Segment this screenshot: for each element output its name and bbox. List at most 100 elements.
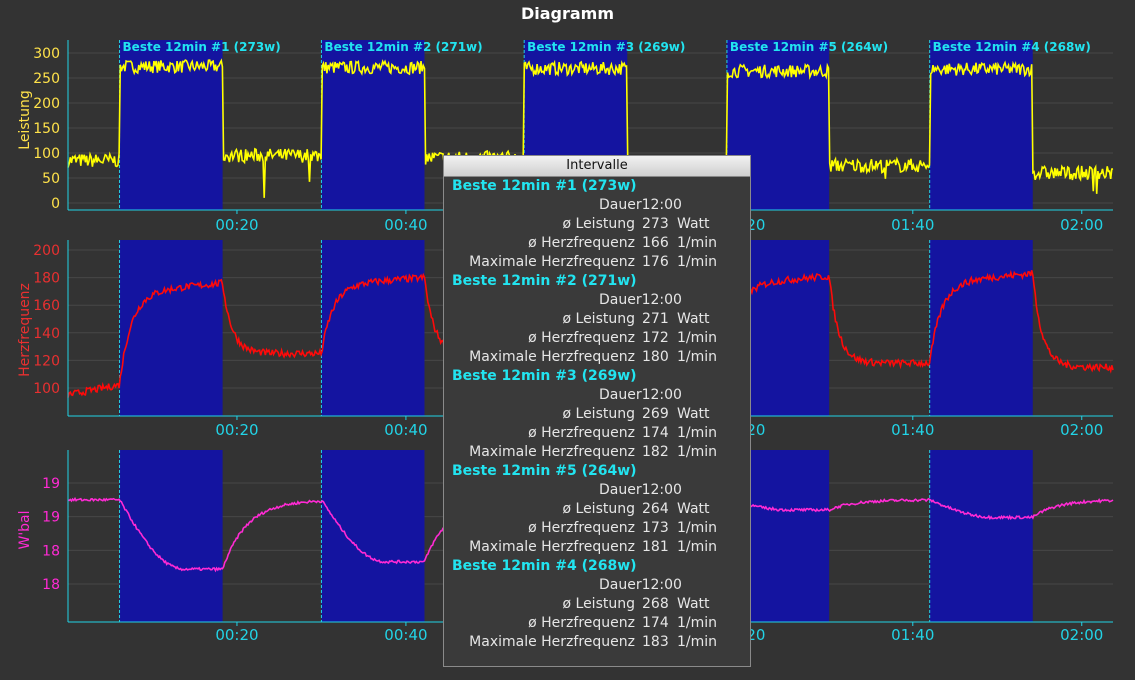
interval-title: Beste 12min #2 (271w) (452, 273, 637, 289)
power-series-line (67, 58, 1114, 198)
interval-leistung-label: ø Leistung (562, 406, 636, 422)
interval-maxhf-unit: 1/min (677, 349, 718, 365)
interval-hf-value: 174 (642, 425, 669, 441)
x-tick-label: 00:40 (384, 626, 427, 644)
interval-duration: Dauer12:00 (599, 387, 682, 403)
interval-hf-value: 166 (642, 235, 669, 251)
chart-window-title: Diagramm (520, 4, 615, 23)
interval-leistung-row: ø Leistung 271 Watt (444, 310, 750, 329)
interval-leistung-row: ø Leistung 273 Watt (444, 215, 750, 234)
interval-maxhf-label: Maximale Herzfrequenz (469, 539, 635, 555)
interval-hf-row: ø Herzfrequenz 173 1/min (444, 519, 750, 538)
interval-maxhf-row: Maximale Herzfrequenz 181 1/min (444, 538, 750, 557)
interval-leistung-row: ø Leistung 268 Watt (444, 595, 750, 614)
interval-leistung-value: 271 (642, 311, 669, 327)
interval-maxhf-label: Maximale Herzfrequenz (469, 634, 635, 650)
interval-duration-row: Dauer12:00 (444, 291, 750, 310)
interval-duration: Dauer12:00 (599, 197, 682, 213)
interval-hf-row: ø Herzfrequenz 166 1/min (444, 234, 750, 253)
interval-hf-row: ø Herzfrequenz 174 1/min (444, 424, 750, 443)
intervals-popup: Intervalle Beste 12min #1 (273w) Dauer12:… (443, 155, 751, 667)
interval-maxhf-value: 183 (642, 634, 669, 650)
interval-band (929, 450, 1033, 622)
interval-title: Beste 12min #1 (273w) (452, 178, 637, 194)
interval-band (321, 450, 425, 622)
interval-hf-unit: 1/min (677, 615, 718, 631)
interval-leistung-value: 273 (642, 216, 669, 232)
interval-leistung-value: 269 (642, 406, 669, 422)
interval-duration: Dauer12:00 (599, 577, 682, 593)
interval-hf-label: ø Herzfrequenz (528, 425, 635, 441)
x-tick-label: 00:20 (215, 626, 258, 644)
y-tick-label: 300 (33, 46, 60, 62)
interval-title: Beste 12min #3 (269w) (452, 368, 637, 384)
interval-duration-row: Dauer12:00 (444, 576, 750, 595)
interval-maxhf-label: Maximale Herzfrequenz (469, 349, 635, 365)
interval-leistung-label: ø Leistung (562, 501, 636, 517)
interval-leistung-row: ø Leistung 269 Watt (444, 405, 750, 424)
interval-maxhf-unit: 1/min (677, 634, 718, 650)
interval-hf-unit: 1/min (677, 235, 718, 251)
interval-duration-row: Dauer12:00 (444, 386, 750, 405)
y-tick-label: 19 (42, 510, 60, 526)
interval-leistung-value: 268 (642, 596, 669, 612)
x-tick-label: 02:00 (1060, 216, 1103, 234)
interval-leistung-value: 264 (642, 501, 669, 517)
wbal-axis-label: W'bal (17, 510, 33, 549)
interval-duration: Dauer12:00 (599, 292, 682, 308)
interval-duration-row: Dauer12:00 (444, 196, 750, 215)
x-tick-label: 00:20 (215, 216, 258, 234)
interval-leistung-unit: Watt (677, 216, 710, 232)
interval-label: Beste 12min #4 (268w) (933, 40, 1091, 54)
interval-leistung-unit: Watt (677, 406, 710, 422)
interval-hf-value: 174 (642, 615, 669, 631)
interval-band (119, 450, 223, 622)
interval-leistung-label: ø Leistung (562, 311, 636, 327)
interval-band (321, 240, 425, 416)
x-tick-label: 01:40 (891, 626, 934, 644)
x-tick-label: 00:40 (384, 216, 427, 234)
interval-hf-label: ø Herzfrequenz (528, 520, 635, 536)
x-tick-label: 02:00 (1060, 626, 1103, 644)
interval-title: Beste 12min #5 (264w) (452, 463, 637, 479)
interval-hf-unit: 1/min (677, 425, 718, 441)
y-tick-label: 250 (33, 71, 60, 87)
y-tick-label: 120 (33, 353, 60, 369)
y-tick-label: 18 (42, 577, 60, 593)
heartrate-axis-label: Herzfrequenz (17, 283, 33, 377)
interval-maxhf-row: Maximale Herzfrequenz 176 1/min (444, 253, 750, 272)
y-tick-label: 100 (33, 381, 60, 397)
y-tick-label: 180 (33, 271, 60, 287)
interval-maxhf-row: Maximale Herzfrequenz 182 1/min (444, 443, 750, 462)
interval-band (929, 240, 1033, 416)
intervals-popup-body: Beste 12min #1 (273w) Dauer12:00 ø Leistun… (444, 177, 750, 652)
interval-duration: Dauer12:00 (599, 482, 682, 498)
interval-maxhf-row: Maximale Herzfrequenz 180 1/min (444, 348, 750, 367)
y-tick-label: 160 (33, 298, 60, 314)
interval-maxhf-unit: 1/min (677, 254, 718, 270)
interval-label: Beste 12min #2 (271w) (324, 40, 482, 54)
interval-maxhf-unit: 1/min (677, 539, 718, 555)
x-tick-label: 00:40 (384, 421, 427, 439)
interval-hf-row: ø Herzfrequenz 172 1/min (444, 329, 750, 348)
interval-maxhf-value: 176 (642, 254, 669, 270)
interval-hf-label: ø Herzfrequenz (528, 330, 635, 346)
interval-duration-row: Dauer12:00 (444, 481, 750, 500)
panel-power: 300250200150100500Leistung00:2000:4001:0… (17, 40, 1114, 234)
interval-maxhf-unit: 1/min (677, 444, 718, 460)
interval-label: Beste 12min #5 (264w) (730, 40, 888, 54)
y-tick-label: 100 (33, 146, 60, 162)
y-tick-label: 150 (33, 121, 60, 137)
interval-maxhf-value: 180 (642, 349, 669, 365)
y-tick-label: 50 (42, 171, 60, 187)
y-tick-label: 140 (33, 326, 60, 342)
interval-maxhf-value: 181 (642, 539, 669, 555)
y-tick-label: 0 (51, 196, 60, 212)
interval-maxhf-row: Maximale Herzfrequenz 183 1/min (444, 633, 750, 652)
x-tick-label: 01:40 (891, 216, 934, 234)
interval-leistung-row: ø Leistung 264 Watt (444, 500, 750, 519)
interval-leistung-label: ø Leistung (562, 596, 636, 612)
x-tick-label: 00:20 (215, 421, 258, 439)
interval-leistung-label: ø Leistung (562, 216, 636, 232)
power-axis-label: Leistung (17, 90, 33, 149)
